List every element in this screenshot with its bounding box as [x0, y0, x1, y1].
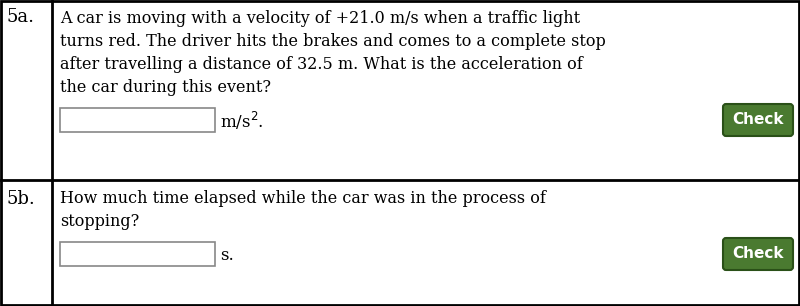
- Text: stopping?: stopping?: [60, 213, 139, 230]
- FancyBboxPatch shape: [723, 104, 793, 136]
- Text: A car is moving with a velocity of +21.0 m/s when a traffic light: A car is moving with a velocity of +21.0…: [60, 10, 580, 27]
- Bar: [60, 108, 215, 132]
- Text: s.: s.: [220, 247, 234, 263]
- FancyBboxPatch shape: [723, 238, 793, 270]
- Text: m/s$^2$.: m/s$^2$.: [220, 110, 264, 132]
- Text: the car during this event?: the car during this event?: [60, 79, 271, 96]
- Text: Check: Check: [732, 113, 784, 128]
- Bar: [60, 242, 215, 266]
- Text: How much time elapsed while the car was in the process of: How much time elapsed while the car was …: [60, 190, 546, 207]
- Text: after travelling a distance of 32.5 m. What is the acceleration of: after travelling a distance of 32.5 m. W…: [60, 56, 582, 73]
- Text: turns red. The driver hits the brakes and comes to a complete stop: turns red. The driver hits the brakes an…: [60, 33, 606, 50]
- Text: Check: Check: [732, 247, 784, 262]
- Text: 5b.: 5b.: [6, 190, 34, 208]
- Text: 5a.: 5a.: [6, 8, 34, 26]
